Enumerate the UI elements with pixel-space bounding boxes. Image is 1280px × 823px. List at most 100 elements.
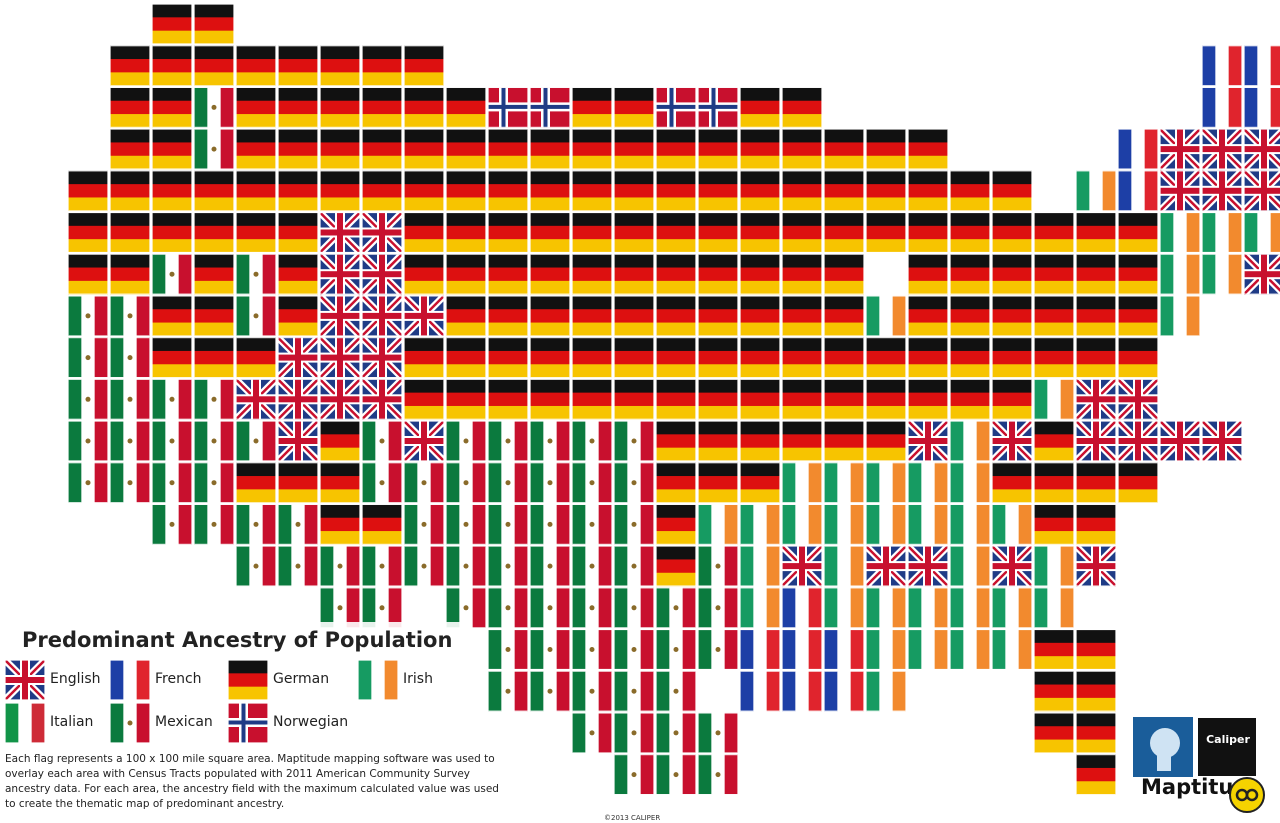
- flag-stripe: [1034, 462, 1074, 477]
- ancestry-flag: [530, 671, 570, 712]
- ancestry-flag: [866, 587, 906, 628]
- flag-border: [194, 421, 234, 461]
- flag-stripe: [824, 155, 864, 170]
- flag-stripe: [110, 225, 150, 240]
- flag-border: [614, 379, 654, 420]
- flag-border: [68, 212, 108, 253]
- ancestry-flag: [446, 462, 486, 503]
- flag-stripe: [1076, 364, 1116, 378]
- flag-stripe: [795, 462, 810, 503]
- flag-border: [1160, 170, 1200, 211]
- ancestry-flag: [362, 379, 402, 420]
- flag-stripe: [614, 712, 628, 753]
- flag-stripe: [740, 295, 780, 310]
- flag-stripe: [488, 392, 528, 407]
- flag-border: [1034, 504, 1074, 545]
- flag-stripe: [1118, 489, 1158, 503]
- flag-stripe: [908, 239, 948, 253]
- flag-stripe: [837, 462, 852, 503]
- flag-stripe: [724, 754, 738, 795]
- flag-stripe: [572, 309, 612, 324]
- flag-stripe: [963, 504, 978, 545]
- flag-stripe: [152, 4, 192, 18]
- ancestry-flag: [740, 170, 780, 211]
- flag-stripe: [194, 421, 208, 461]
- flag-stripe: [824, 170, 864, 185]
- flag-stripe: [866, 197, 906, 211]
- flag-stripe: [362, 72, 402, 86]
- ancestry-flag: [404, 295, 444, 336]
- flag-emblem: [211, 104, 217, 110]
- flag-border: [110, 379, 150, 420]
- flag-stripe: [866, 629, 880, 670]
- flag-stripe: [698, 587, 712, 628]
- flag-border: [194, 295, 234, 336]
- flag-stripe: [530, 170, 570, 185]
- flag-border: [194, 337, 234, 378]
- flag-stripe: [320, 184, 360, 198]
- flag-stripe: [404, 405, 444, 420]
- flag-stripe: [320, 100, 360, 115]
- flag-stripe: [1060, 587, 1074, 628]
- flag-stripe: [1118, 309, 1158, 324]
- flag-stripe: [992, 197, 1032, 211]
- ancestry-flag: [824, 421, 864, 461]
- flag-stripe: [1034, 656, 1074, 670]
- flag-stripe: [782, 184, 822, 198]
- flag-border: [740, 129, 780, 170]
- flag-cross: [1160, 438, 1200, 444]
- flag-cross: [404, 438, 444, 444]
- flag-stripe: [782, 155, 822, 170]
- ancestry-flag: [656, 671, 696, 712]
- flag-emblem: [421, 521, 427, 527]
- flag-stripe: [68, 254, 108, 269]
- ancestry-flag: [362, 587, 402, 628]
- flag-stripe: [908, 322, 948, 336]
- flag-border: [908, 212, 948, 253]
- ancestry-flag: [656, 421, 696, 461]
- flag-emblem: [295, 563, 301, 569]
- flag-stripe: [908, 309, 948, 324]
- flag-border: [740, 462, 780, 503]
- flag-stripe: [514, 629, 528, 670]
- ancestry-flag: [908, 379, 948, 420]
- flag-stripe: [1076, 531, 1116, 545]
- flag-stripe: [1257, 212, 1272, 253]
- ancestry-flag: [908, 212, 948, 253]
- flag-stripe: [572, 197, 612, 211]
- flag-stripe: [1173, 254, 1188, 295]
- flag-border: [68, 421, 108, 461]
- flag-stripe: [908, 587, 922, 628]
- ancestry-flag: [572, 254, 612, 295]
- flag-border: [950, 546, 990, 587]
- flag-emblem: [253, 563, 259, 569]
- flag-emblem: [631, 730, 637, 736]
- flag-stripe: [488, 379, 528, 394]
- flag-border: [1076, 546, 1116, 587]
- ancestry-flag: [1034, 462, 1074, 503]
- flag-border: [152, 462, 192, 503]
- ancestry-flag: [530, 587, 570, 628]
- flag-stripe: [110, 295, 124, 336]
- flag-stripe: [488, 337, 528, 352]
- flag-stripe: [572, 421, 586, 461]
- flag-stripe: [1047, 546, 1062, 587]
- flag-border: [1076, 671, 1116, 712]
- ancestry-flag: [824, 295, 864, 336]
- flag-stripe: [1034, 267, 1074, 282]
- flag-stripe: [950, 184, 990, 198]
- flag-stripe: [110, 72, 150, 86]
- flag-cross: [656, 104, 696, 109]
- flag-stripe: [1076, 504, 1116, 519]
- flag-border: [1076, 379, 1116, 420]
- ancestry-flag: [866, 504, 906, 545]
- flag-stripe: [656, 587, 670, 628]
- flag-border: [194, 504, 234, 545]
- flag-stripe: [1118, 225, 1158, 240]
- ancestry-flag: [530, 337, 570, 378]
- flag-stripe: [698, 712, 712, 753]
- badge-ring: [1245, 788, 1259, 802]
- flag-stripe: [1034, 504, 1074, 519]
- flag-border: [320, 170, 360, 211]
- flag-stripe: [908, 280, 948, 295]
